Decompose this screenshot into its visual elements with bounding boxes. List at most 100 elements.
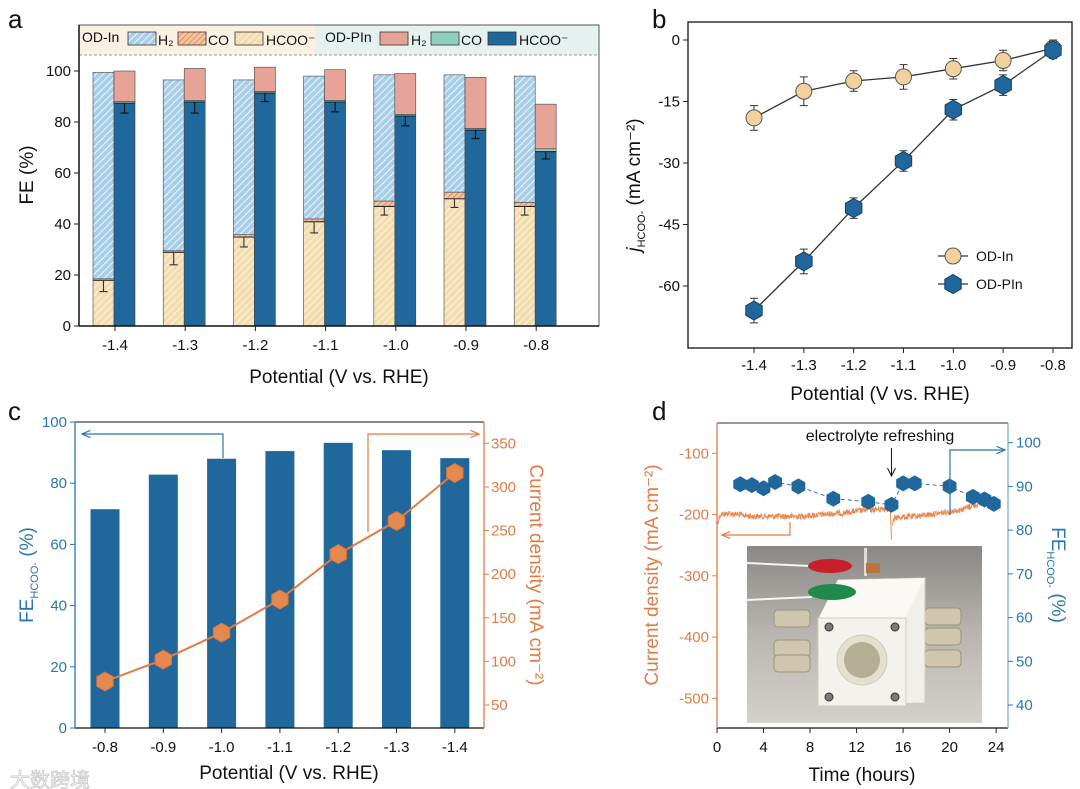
x-tick-label: -1.4 <box>741 357 767 374</box>
bar-od-pin-hcoo <box>394 115 417 327</box>
fitting-left <box>773 639 811 658</box>
bar-od-pin-h2 <box>534 103 557 150</box>
right-axis-arrow <box>949 450 1005 515</box>
right-y-axis-label: FEHCOO- (%) <box>1044 527 1068 623</box>
data-point-current-density <box>96 671 114 692</box>
right-y-tick-label: 40 <box>1016 697 1033 714</box>
legend-label: OD-In <box>976 248 1013 264</box>
x-axis-label: Time (hours) <box>809 765 916 786</box>
y-tick-label: 0 <box>672 32 680 49</box>
legend-swatch <box>177 31 207 46</box>
bar-fe-hcoo <box>90 509 120 728</box>
bar-od-in-co <box>233 234 255 238</box>
legend-label: HCOO⁻ <box>266 32 315 48</box>
x-tick-label: -0.9 <box>150 739 176 756</box>
legend-swatch <box>234 31 264 46</box>
label-main: FE <box>1047 527 1068 551</box>
x-tick-label: 12 <box>848 739 865 756</box>
data-point-current-density <box>329 544 347 565</box>
left-y-tick-label: 100 <box>42 414 67 431</box>
left-y-tick-label: -400 <box>679 629 709 646</box>
x-tick-label: -0.8 <box>523 337 549 354</box>
data-point-od-pin <box>844 198 863 219</box>
annotation-electrolyte-refreshing: electrolyte refreshing <box>806 428 955 445</box>
data-point-current-density <box>154 649 172 670</box>
legend-label: H₂ <box>411 32 427 48</box>
fitting-left <box>773 609 811 628</box>
x-tick-label: -1.1 <box>267 739 293 756</box>
left-y-tick-label: 0 <box>59 720 67 737</box>
panel-c-chart: -0.8 -0.9 -1.0 -1.1 -1.2 -1.3 -1.4 0 20 40 60 80 100… <box>17 414 546 784</box>
x-tick-label: -1.0 <box>940 357 966 374</box>
bar-od-pin-h2 <box>183 68 206 101</box>
bar-od-in-co <box>373 200 396 207</box>
bar-od-in-h2 <box>373 74 396 202</box>
x-tick-label: -1.0 <box>383 337 409 354</box>
bolt <box>890 692 900 702</box>
data-point-fe <box>768 474 783 490</box>
bar-fe-hcoo <box>323 442 353 728</box>
legend-marker-od-in <box>944 247 962 265</box>
legend-swatch <box>379 31 409 46</box>
data-point-fe <box>907 475 922 492</box>
right-y-tick-label: 80 <box>1016 522 1033 539</box>
x-tick-label: -1.3 <box>172 337 198 354</box>
bar-od-pin-hcoo <box>324 101 346 327</box>
legend-marker-od-pin <box>944 273 962 295</box>
data-point-od-pin <box>944 99 962 120</box>
bar-od-in-co <box>513 202 536 207</box>
bar-od-in-hcoo <box>303 221 325 327</box>
legend-label: OD-PIn <box>976 276 1023 292</box>
bar-fe-hcoo <box>440 458 470 728</box>
y-label-sub: HCOO- <box>636 210 648 247</box>
right-y-tick-label: 200 <box>491 566 516 583</box>
data-point-fe <box>861 493 876 510</box>
y-tick-label: -30 <box>658 155 680 172</box>
x-tick-label: -0.8 <box>1040 357 1066 374</box>
bar-od-pin-h2 <box>464 77 487 129</box>
x-tick-label: -1.3 <box>384 739 410 756</box>
legend-label: CO <box>208 32 229 48</box>
bar-od-pin-co <box>534 148 557 152</box>
x-tick-label: 4 <box>759 739 767 756</box>
green-clip <box>808 584 856 600</box>
left-axis-arrow <box>82 434 224 458</box>
label-main: FE <box>17 599 38 623</box>
left-y-tick-label: 40 <box>50 598 67 615</box>
left-y-tick-label: -300 <box>679 568 709 585</box>
data-point-fe <box>884 496 899 513</box>
copper-clip <box>866 563 880 573</box>
y-tick-label: -15 <box>658 94 680 111</box>
x-axis-label: Potential (V vs. RHE) <box>249 367 429 388</box>
label-unit: (%) <box>17 527 38 562</box>
x-tick-label: -0.9 <box>453 337 479 354</box>
right-y-tick-label: 150 <box>491 610 516 627</box>
bar-od-in-h2 <box>303 75 325 220</box>
bar-od-pin-hcoo <box>534 151 557 327</box>
bar-od-in-hcoo <box>373 205 396 327</box>
y-label-unit: (mA cm⁻²) <box>624 118 645 210</box>
data-point-od-pin <box>1044 40 1062 61</box>
data-point-fe <box>733 476 748 493</box>
x-tick-label: -1.0 <box>209 739 235 756</box>
left-y-tick-label: -100 <box>679 445 709 462</box>
right-y-tick-label: 50 <box>491 697 508 714</box>
bar-od-pin-hcoo <box>113 102 136 327</box>
x-tick-label: -0.8 <box>92 739 118 756</box>
left-y-tick-label: -500 <box>679 690 709 707</box>
bar-od-in-co <box>443 191 466 199</box>
y-axis-label: jHCOO- (mA cm⁻²) <box>624 118 648 254</box>
data-point-od-in <box>795 82 813 100</box>
data-point-fe <box>791 478 806 495</box>
fitting-right <box>924 649 962 668</box>
right-axis-arrow <box>367 434 479 532</box>
label-unit: (%) <box>1047 588 1068 623</box>
left-y-tick-label: 60 <box>50 536 67 553</box>
bar-od-pin-hcoo <box>183 101 206 327</box>
label-sub: HCOO- <box>29 562 41 599</box>
bar-od-pin-h2 <box>254 66 276 92</box>
bar-fe-hcoo <box>207 458 237 728</box>
right-y-tick-label: 350 <box>491 435 516 452</box>
wire <box>746 596 813 601</box>
